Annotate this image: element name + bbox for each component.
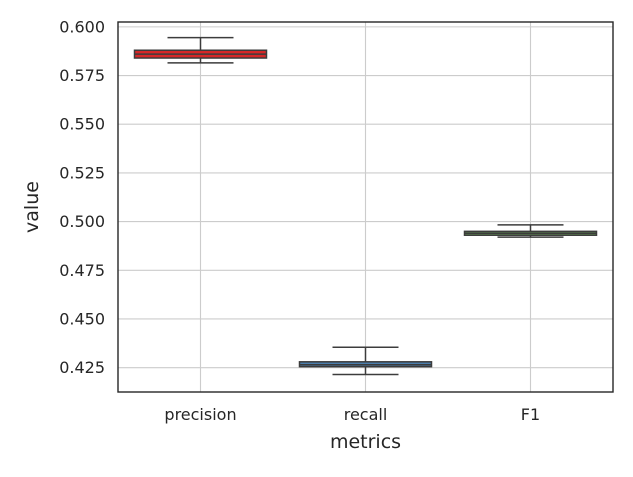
y-tick-label: 0.450: [59, 309, 105, 328]
box-layer: [133, 36, 598, 376]
grid-layer: [118, 22, 613, 392]
y-axis-label: value: [21, 181, 43, 233]
box-precision: [133, 36, 268, 64]
y-tick-label: 0.525: [59, 163, 105, 182]
box-recall: [298, 346, 433, 376]
x-tick-label: recall: [344, 405, 388, 424]
y-tick-label: 0.550: [59, 115, 105, 134]
x-tick-labels: precision recall F1: [164, 405, 540, 424]
y-tick-label: 0.500: [59, 212, 105, 231]
box-f1: [463, 224, 598, 238]
plot-frame: [117, 21, 614, 393]
x-tick-label: F1: [521, 405, 540, 424]
y-tick-labels: 0.425 0.450 0.475 0.500 0.525 0.550 0.575 0.600: [59, 17, 105, 377]
y-tick-label: 0.600: [59, 17, 105, 36]
y-tick-label: 0.575: [59, 66, 105, 85]
y-tick-label: 0.425: [59, 358, 105, 377]
y-tick-label: 0.475: [59, 261, 105, 280]
x-tick-label: precision: [164, 405, 236, 424]
x-axis-label: metrics: [330, 431, 401, 453]
